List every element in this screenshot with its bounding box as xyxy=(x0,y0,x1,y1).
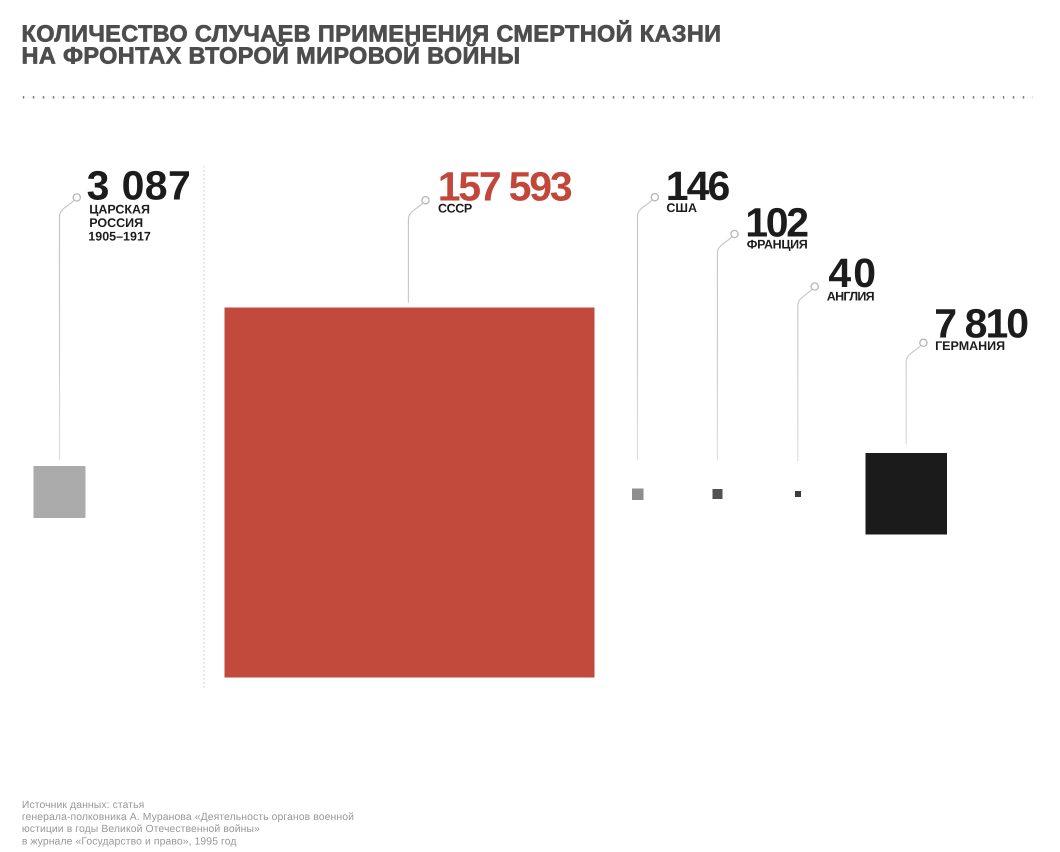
svg-text:1905–1917: 1905–1917 xyxy=(88,229,151,243)
svg-text:АНГЛИЯ: АНГЛИЯ xyxy=(827,290,875,304)
svg-text:ГЕРМАНИЯ: ГЕРМАНИЯ xyxy=(935,339,1005,353)
svg-text:КОЛИЧЕСТВО СЛУЧАЕВ ПРИМЕНЕНИЯ: КОЛИЧЕСТВО СЛУЧАЕВ ПРИМЕНЕНИЯ СМЕРТНОЙ К… xyxy=(22,20,722,47)
svg-text:7 810: 7 810 xyxy=(934,300,1028,346)
svg-text:в журнале «Государство и право: в журнале «Государство и право», 1995 го… xyxy=(22,836,237,847)
svg-text:ФРАНЦИЯ: ФРАНЦИЯ xyxy=(747,238,808,252)
svg-text:РОССИЯ: РОССИЯ xyxy=(89,216,143,230)
svg-text:ЦАРСКАЯ: ЦАРСКАЯ xyxy=(89,202,150,216)
svg-text:40: 40 xyxy=(828,250,878,296)
svg-text:США: США xyxy=(666,201,697,215)
svg-text:генерала-полковника А. Муранов: генерала-полковника А. Муранова «Деятель… xyxy=(22,812,354,823)
svg-text:НА ФРОНТАХ ВТОРОЙ МИРОВОЙ ВОЙН: НА ФРОНТАХ ВТОРОЙ МИРОВОЙ ВОЙНЫ xyxy=(22,42,521,69)
svg-text:Источник данных: статья: Источник данных: статья xyxy=(22,800,144,811)
svg-text:3 087: 3 087 xyxy=(87,162,192,208)
svg-text:СССР: СССР xyxy=(438,201,472,215)
svg-text:146: 146 xyxy=(666,163,730,209)
svg-text:102: 102 xyxy=(745,199,808,245)
svg-text:157 593: 157 593 xyxy=(438,164,572,210)
svg-text:юстиции в годы Великой Отечест: юстиции в годы Великой Отечественной вой… xyxy=(22,824,260,835)
